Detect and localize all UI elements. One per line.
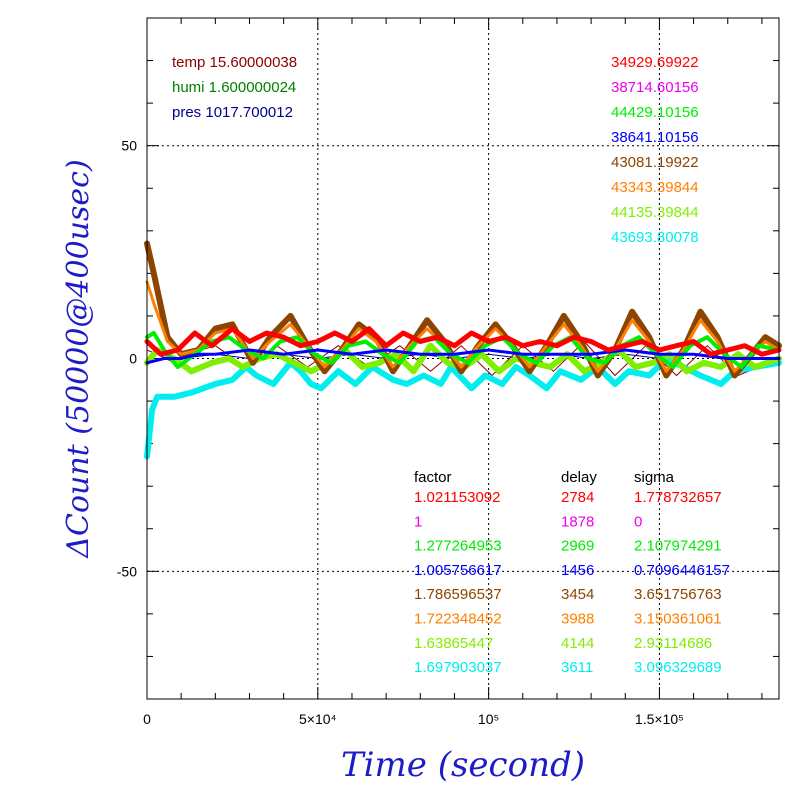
table-cell-factor: 1.697903037 [414,659,502,676]
tick-labels: 0 5×10⁴ 10⁵ 1.5×10⁵ 50 0 -50 [117,138,684,727]
stats-table: factor delay sigma 1.021153092 2784 1.7787326… [414,469,730,676]
table-cell-sigma: 3.150361061 [634,611,722,628]
y-tick-label: 0 [129,351,137,367]
counts-legend-item: 44429.10156 [611,104,699,121]
table-cell-factor: 1.786596537 [414,586,502,603]
counts-legend-item: 43081.19922 [611,154,699,171]
series-line-8 [145,348,781,365]
counts-legend-item: 38714.60156 [611,79,699,96]
plot-frame [146,17,780,700]
x-axis-label: Time (second) [341,745,585,785]
counts-legend-item: 38641.10156 [611,129,699,146]
y-tick-label: -50 [117,563,137,579]
y-tick-label: 50 [121,138,137,154]
env-legend-item: humi 1.600000024 [172,79,296,96]
table-cell-delay: 2969 [561,538,594,555]
table-cell-delay: 3611 [561,659,593,676]
table-cell-sigma: 0 [634,513,642,530]
legends: temp 15.60000038 humi 1.600000024 pres 101… [172,54,699,246]
env-legend-item: temp 15.60000038 [172,54,297,71]
y-axis-label: ΔCount (50000@400usec) [61,159,96,558]
counts-legend-item: 43343.39844 [611,179,699,196]
table-cell-sigma: 0.7096446157 [634,562,730,579]
x-tick-label: 0 [143,711,151,727]
table-cell-sigma: 1.778732657 [634,489,722,506]
table-cell-sigma: 2.93114686 [634,635,712,652]
table-cell-delay: 1878 [561,513,594,530]
table-cell-factor: 1.021153092 [414,489,500,506]
counts-legend-item: 34929.69922 [611,54,699,71]
table-cell-factor: 1.722348452 [414,611,502,628]
x-tick-label: 1.5×10⁵ [635,711,684,727]
table-header-factor: factor [414,469,452,486]
env-legend-item: pres 1017.700012 [172,104,293,121]
table-cell-sigma: 2.107974291 [634,538,722,555]
table-cell-factor: 1.277264953 [414,538,502,555]
table-cell-sigma: 3.096329689 [634,659,722,676]
table-cell-factor: 1.63865447 [414,635,493,652]
series-line-3 [144,355,782,460]
counts-legend-item: 43693.80078 [611,229,699,246]
series-line-9 [144,326,782,357]
series-layer [144,240,782,460]
table-cell-delay: 4144 [561,635,594,652]
table-cell-delay: 2784 [561,489,594,506]
table-cell-sigma: 3.651756763 [634,586,722,603]
x-tick-label: 5×10⁴ [299,711,337,727]
series-line-6 [145,280,781,373]
x-tick-label: 10⁵ [478,711,499,727]
table-cell-delay: 1456 [561,562,594,579]
counts-legend-item: 44135.39844 [611,204,699,221]
table-header-delay: delay [561,469,597,486]
table-cell-factor: 1.005756617 [414,562,502,579]
table-cell-delay: 3988 [561,611,594,628]
table-header-sigma: sigma [634,469,675,486]
table-cell-factor: 1 [414,513,422,530]
table-cell-delay: 3454 [561,586,594,603]
